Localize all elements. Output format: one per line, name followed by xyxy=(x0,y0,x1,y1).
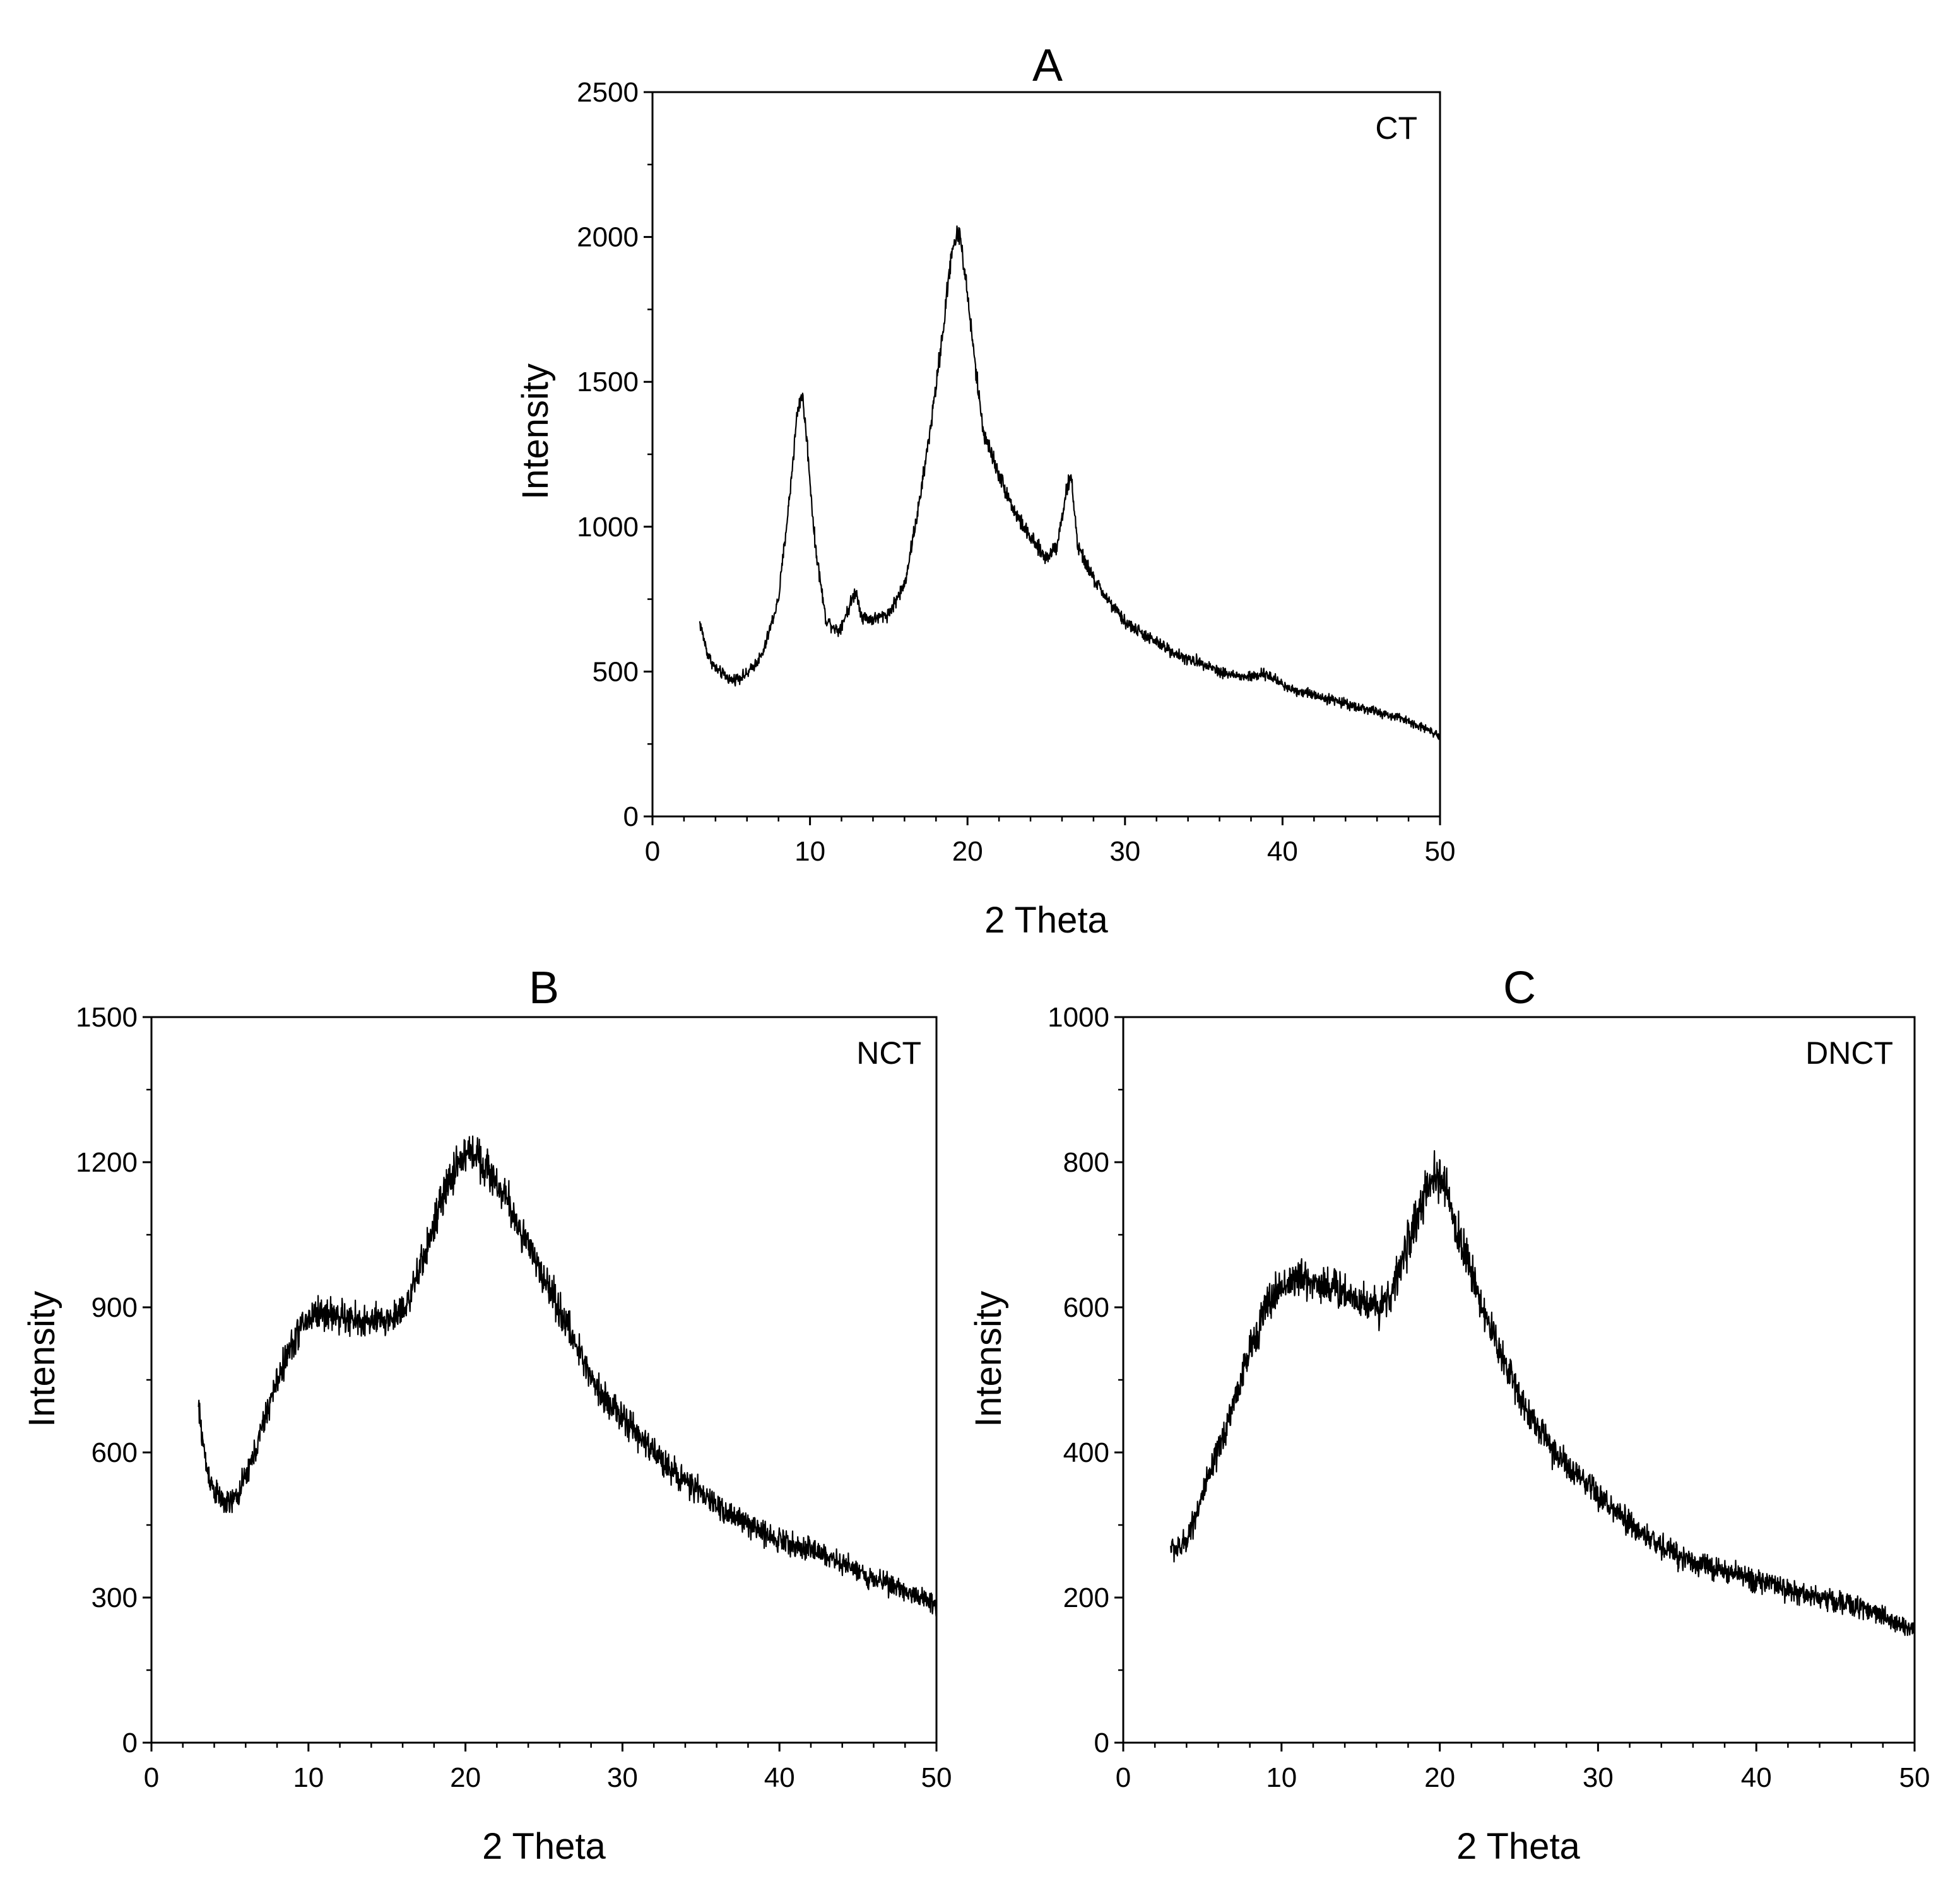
y-tick-label: 2000 xyxy=(577,222,639,253)
panel-b: B 0 300 600 900 1200 1500 0 10 20 30 40 50 NCT 2 T… xyxy=(21,963,952,1867)
x-tick-label: 0 xyxy=(1116,1762,1131,1793)
panel-c-ticks xyxy=(1114,1016,1916,1752)
panel-a-series-line xyxy=(699,225,1441,740)
panel-a-y-axis-label: Intensity xyxy=(515,363,556,500)
x-tick-label: 20 xyxy=(952,836,983,867)
x-tick-label: 0 xyxy=(144,1762,159,1793)
panel-a: A 0 500 1000 1500 2000 2500 0 10 20 30 40 50 CT 2 … xyxy=(515,40,1455,941)
panel-b-ticks xyxy=(143,1016,938,1752)
x-tick-label: 30 xyxy=(1583,1762,1614,1793)
panel-a-x-axis-label: 2 Theta xyxy=(984,900,1108,941)
x-tick-label: 10 xyxy=(293,1762,324,1793)
panel-c-x-axis-label: 2 Theta xyxy=(1456,1826,1580,1867)
y-tick-label: 0 xyxy=(1094,1728,1109,1758)
y-tick-label: 500 xyxy=(593,656,639,687)
x-tick-label: 30 xyxy=(607,1762,638,1793)
y-tick-label: 400 xyxy=(1063,1437,1109,1468)
panel-c-title: C xyxy=(1503,963,1536,1013)
x-tick-label: 30 xyxy=(1109,836,1140,867)
panel-b-x-axis-label: 2 Theta xyxy=(482,1826,606,1867)
panel-b-y-tick-labels: 0 300 600 900 1200 1500 xyxy=(76,1002,138,1758)
panel-c-series-line xyxy=(1170,1150,1916,1636)
panel-b-plot-frame xyxy=(150,1016,938,1744)
y-tick-label: 800 xyxy=(1063,1147,1109,1178)
x-tick-label: 40 xyxy=(1741,1762,1772,1793)
panel-a-y-tick-labels: 0 500 1000 1500 2000 2500 xyxy=(577,77,639,832)
y-tick-label: 600 xyxy=(1063,1292,1109,1323)
panel-c-y-tick-labels: 0 200 400 600 800 1000 xyxy=(1048,1002,1109,1758)
y-tick-label: 1200 xyxy=(76,1147,138,1178)
panel-b-x-tick-labels: 0 10 20 30 40 50 xyxy=(144,1762,952,1793)
panel-b-title: B xyxy=(529,963,559,1013)
panel-c-y-axis-label: Intensity xyxy=(968,1291,1009,1427)
y-tick-label: 0 xyxy=(122,1728,138,1758)
x-tick-label: 40 xyxy=(764,1762,795,1793)
panel-c-sample-label: DNCT xyxy=(1805,1035,1893,1071)
panel-a-ticks xyxy=(644,91,1441,825)
x-tick-label: 10 xyxy=(794,836,825,867)
panel-a-x-tick-labels: 0 10 20 30 40 50 xyxy=(645,836,1456,867)
panel-c: C 0 200 400 600 800 1000 0 10 20 30 40 50 DNCT 2 T… xyxy=(968,963,1930,1867)
y-tick-label: 2500 xyxy=(577,77,639,108)
panel-a-plot-frame xyxy=(651,91,1441,818)
x-tick-label: 20 xyxy=(450,1762,481,1793)
panel-b-sample-label: NCT xyxy=(856,1035,921,1071)
panel-b-y-axis-label: Intensity xyxy=(21,1291,62,1427)
panel-b-series-line xyxy=(198,1135,938,1617)
y-tick-label: 0 xyxy=(623,801,639,832)
y-tick-label: 1000 xyxy=(577,512,639,543)
y-tick-label: 1500 xyxy=(577,367,639,397)
y-tick-label: 1000 xyxy=(1048,1002,1109,1033)
panel-a-title: A xyxy=(1032,40,1063,91)
x-tick-label: 40 xyxy=(1267,836,1298,867)
x-tick-label: 50 xyxy=(921,1762,952,1793)
x-tick-label: 50 xyxy=(1425,836,1456,867)
x-tick-label: 0 xyxy=(645,836,660,867)
x-tick-label: 20 xyxy=(1424,1762,1455,1793)
y-tick-label: 1500 xyxy=(76,1002,138,1033)
y-tick-label: 900 xyxy=(92,1292,138,1323)
panel-c-x-tick-labels: 0 10 20 30 40 50 xyxy=(1116,1762,1930,1793)
y-tick-label: 200 xyxy=(1063,1582,1109,1613)
x-tick-label: 10 xyxy=(1266,1762,1297,1793)
y-tick-label: 300 xyxy=(92,1582,138,1613)
x-tick-label: 50 xyxy=(1899,1762,1930,1793)
panel-a-sample-label: CT xyxy=(1375,110,1417,146)
y-tick-label: 600 xyxy=(92,1437,138,1468)
